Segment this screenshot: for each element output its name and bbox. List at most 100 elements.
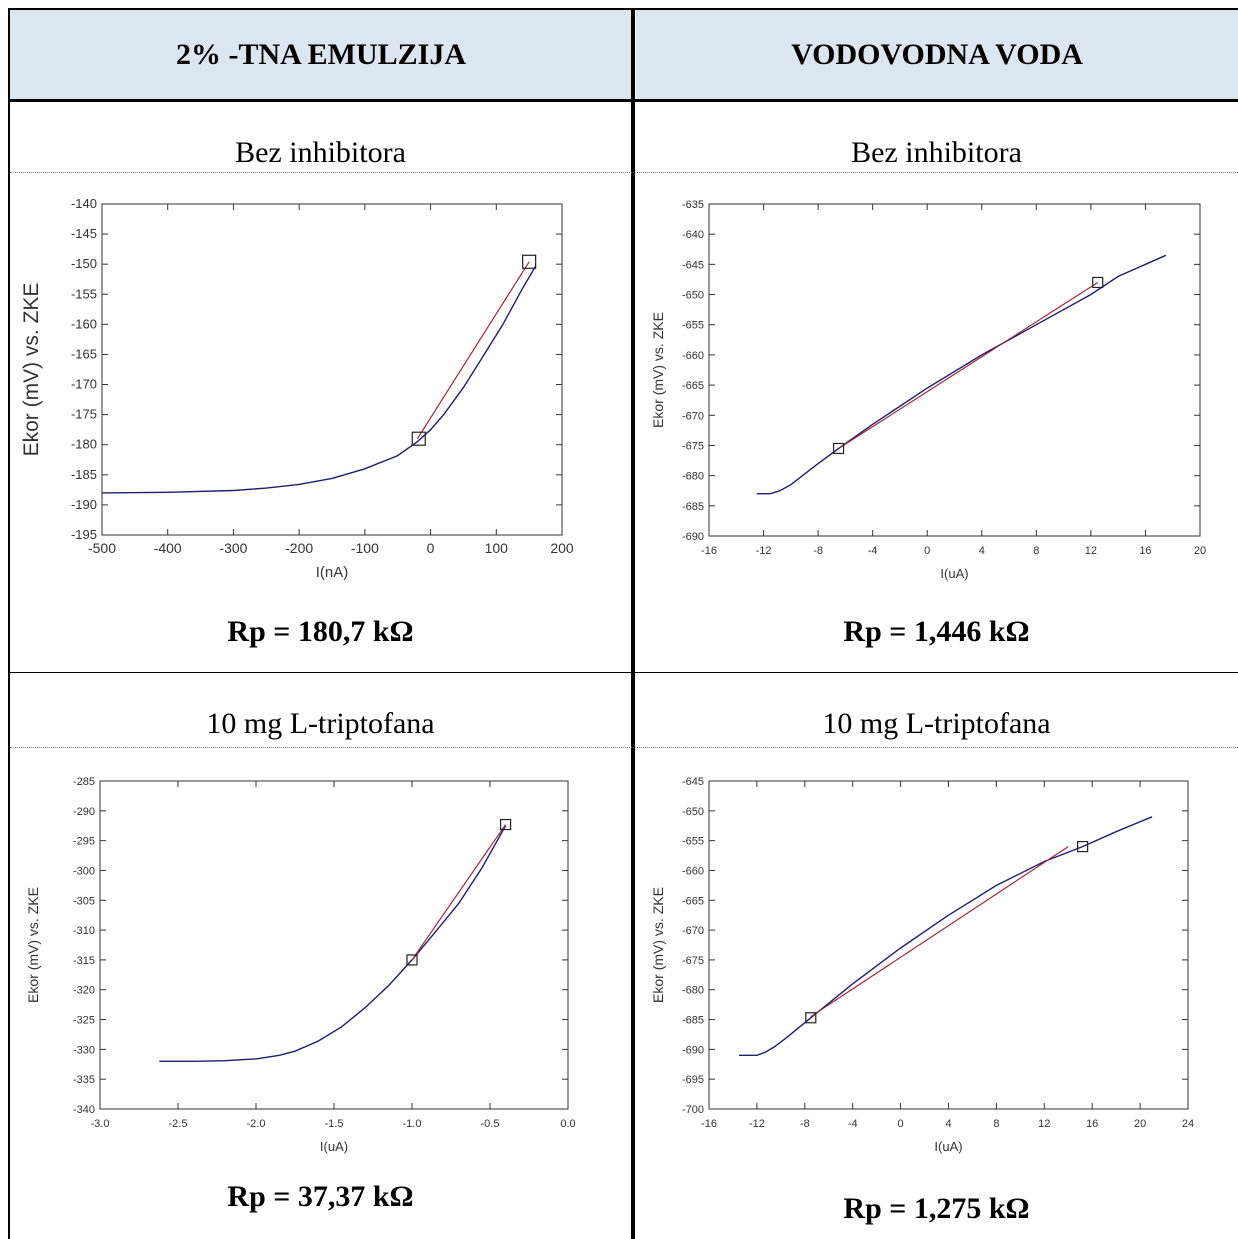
y-tick-label: -285 — [73, 776, 95, 788]
rp-value-row2-left: Rp = 37,37 kΩ — [227, 1180, 414, 1213]
y-tick-label: -680 — [682, 471, 704, 483]
y-tick-label: -325 — [73, 1015, 95, 1027]
condition-label-row2-right: 10 mg L-triptofana — [822, 707, 1051, 740]
x-tick-label: 20 — [1194, 545, 1206, 557]
condition-label-row1-right: Bez inhibitora — [851, 136, 1022, 169]
x-tick-label: 200 — [550, 540, 574, 556]
x-tick-label: 4 — [979, 545, 985, 557]
y-tick-label: -155 — [71, 286, 97, 301]
fit-range-marker — [1092, 276, 1104, 289]
x-axis-label: I(nA) — [316, 564, 349, 581]
y-tick-label: -660 — [682, 350, 704, 362]
linear-fit-line — [411, 824, 507, 961]
y-tick-label: -650 — [682, 806, 704, 818]
fit-range-marker — [1077, 840, 1089, 853]
polarization-curve — [159, 825, 507, 1062]
y-tick-label: -335 — [73, 1074, 95, 1086]
column-header-emulsion: 2% -TNA EMULZIJA — [10, 10, 632, 100]
y-tick-label: -685 — [682, 1015, 704, 1027]
x-tick-label: -100 — [351, 540, 379, 556]
linear-fit-line — [810, 846, 1069, 1018]
y-tick-label: -170 — [71, 377, 97, 392]
y-axis-label: Ekor (mV) vs. ZKE — [650, 312, 666, 428]
y-axis-label: Ekor (mV) vs. ZKE — [20, 283, 43, 457]
y-tick-label: -165 — [71, 346, 97, 361]
column-header-tap-water: VODOVODNA VODA — [636, 10, 1238, 100]
y-tick-label: -180 — [71, 437, 97, 452]
y-tick-label: -140 — [71, 196, 97, 211]
x-tick-label: 0 — [924, 545, 930, 557]
y-tick-label: -670 — [682, 925, 704, 937]
x-tick-label: -1.5 — [325, 1118, 344, 1130]
x-tick-label: -200 — [285, 540, 313, 556]
x-tick-label: -8 — [800, 1118, 810, 1130]
y-tick-label: -655 — [682, 320, 704, 332]
x-tick-label: 20 — [1134, 1118, 1146, 1130]
y-axis-label: Ekor (mV) vs. ZKE — [650, 887, 666, 1003]
y-tick-label: -645 — [682, 776, 704, 788]
x-tick-label: -2.5 — [169, 1118, 188, 1130]
plot-frame — [708, 780, 1189, 1110]
fit-range-marker — [406, 954, 418, 966]
y-tick-label: -175 — [71, 407, 97, 422]
rp-value-row1-left: Rp = 180,7 kΩ — [227, 615, 414, 648]
rp-value-row1-right: Rp = 1,446 kΩ — [843, 615, 1030, 648]
y-tick-label: -675 — [682, 955, 704, 967]
plot-frame — [101, 203, 563, 536]
x-tick-label: 12 — [1038, 1118, 1050, 1130]
linear-fit-line — [416, 261, 530, 440]
y-tick-label: -640 — [682, 229, 704, 241]
polarization-chart-water-tryptophan: -16 -12 -8 -4 0 4 8 12 16 20 24 -645 -650 -655 -660 -66… — [650, 776, 1194, 1154]
y-tick-label: -680 — [682, 985, 704, 997]
y-tick-label: -695 — [682, 1074, 704, 1086]
row1-dotted-separator — [10, 172, 1238, 173]
y-tick-label: -635 — [682, 199, 704, 211]
x-tick-label: 12 — [1085, 545, 1097, 557]
polarization-curve — [738, 816, 1153, 1056]
y-tick-label: -295 — [73, 836, 95, 848]
x-tick-label: -500 — [88, 540, 116, 556]
plot-frame — [99, 780, 569, 1110]
y-tick-label: -650 — [682, 290, 704, 302]
y-tick-label: -310 — [73, 925, 95, 937]
y-tick-label: -690 — [682, 531, 704, 543]
y-tick-label: -690 — [682, 1044, 704, 1056]
fit-range-marker — [832, 442, 845, 455]
x-tick-label: -16 — [701, 1118, 717, 1130]
header-bottom-border — [10, 99, 1238, 102]
y-tick-label: -290 — [73, 806, 95, 818]
x-tick-label: -1.0 — [403, 1118, 422, 1130]
row-divider — [10, 672, 1238, 673]
x-tick-label: -12 — [756, 545, 772, 557]
y-tick-label: -300 — [73, 865, 95, 877]
x-tick-label: 0.0 — [560, 1118, 575, 1130]
y-tick-label: -320 — [73, 985, 95, 997]
x-tick-label: -300 — [219, 540, 247, 556]
y-tick-label: -340 — [73, 1104, 95, 1116]
x-tick-label: 0 — [898, 1118, 904, 1130]
y-axis-label: Ekor (mV) vs. ZKE — [25, 887, 41, 1003]
table-column-divider — [631, 8, 635, 1239]
fit-range-marker — [805, 1012, 817, 1024]
x-tick-label: 24 — [1182, 1118, 1194, 1130]
y-tick-label: -685 — [682, 501, 704, 513]
x-tick-label: 100 — [485, 540, 509, 556]
x-tick-label: 8 — [993, 1118, 999, 1130]
y-tick-label: -670 — [682, 410, 704, 422]
y-tick-label: -305 — [73, 895, 95, 907]
row2-dotted-separator — [10, 747, 1238, 748]
y-tick-label: -655 — [682, 836, 704, 848]
x-tick-label: 16 — [1139, 545, 1151, 557]
table-border-left — [8, 8, 10, 1239]
y-tick-label: -645 — [682, 259, 704, 271]
rp-value-row2-right: Rp = 1,275 kΩ — [843, 1192, 1030, 1225]
y-tick-label: -145 — [71, 226, 97, 241]
y-tick-label: -665 — [682, 380, 704, 392]
x-axis-label: I(uA) — [934, 1139, 962, 1154]
y-tick-label: -160 — [71, 316, 97, 331]
x-tick-label: 0 — [427, 540, 435, 556]
x-tick-label: 8 — [1033, 545, 1039, 557]
fit-range-marker — [522, 254, 537, 269]
y-tick-label: -675 — [682, 440, 704, 452]
